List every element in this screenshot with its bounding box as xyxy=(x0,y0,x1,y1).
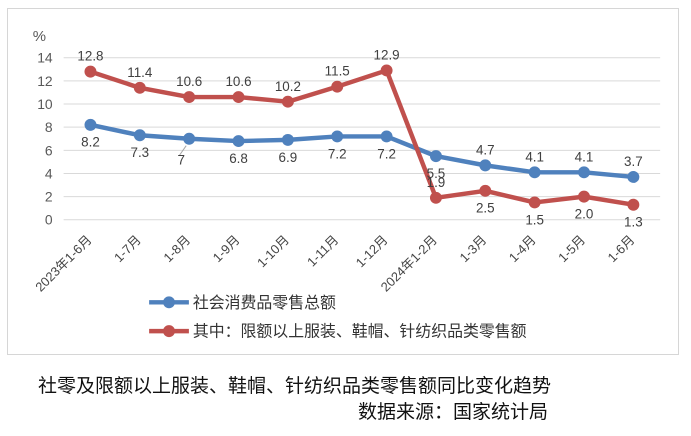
chart-caption: 社零及限额以上服装、鞋帽、针纺织品类零售额同比变化趋势 xyxy=(38,376,552,397)
data-point xyxy=(281,133,294,146)
data-point xyxy=(627,198,640,211)
data-point xyxy=(380,130,393,143)
y-axis-unit-label: % xyxy=(33,29,46,45)
data-point xyxy=(578,166,590,179)
y-tick-label: 12 xyxy=(37,73,53,89)
data-label: 4.1 xyxy=(575,149,594,164)
series-line-1 xyxy=(88,68,636,207)
y-tick-label: 14 xyxy=(37,50,53,66)
line-chart-container: 0 2 4 6 8 10 12 14% 2023年1-6月 1-7月 1-8月 1-9月 1-10月 1-… xyxy=(7,8,679,355)
data-point xyxy=(183,91,196,104)
data-point xyxy=(133,129,146,142)
data-label: 7 xyxy=(177,153,184,168)
y-tick-label: 10 xyxy=(37,96,53,112)
y-tick-label: 6 xyxy=(45,142,53,158)
data-point xyxy=(627,170,640,183)
y-tick-label: 0 xyxy=(45,212,53,228)
y-tick-label: 4 xyxy=(45,165,53,181)
series-line-0 xyxy=(88,122,636,180)
data-point xyxy=(429,191,442,204)
x-category-label: 1-9月 xyxy=(210,232,243,265)
data-label: 10.6 xyxy=(225,74,251,89)
legend-marker-point xyxy=(163,325,175,338)
x-category-label: 1-5月 xyxy=(555,232,588,265)
data-label: 11.5 xyxy=(325,64,350,79)
x-category-label: 1-4月 xyxy=(506,232,539,265)
data-label: 10.6 xyxy=(176,74,202,89)
data-point xyxy=(380,64,393,77)
data-label: 12.9 xyxy=(374,48,400,63)
data-point xyxy=(331,130,344,143)
data-label: 3.7 xyxy=(624,154,643,169)
legend-label: 社会消费品零售总额 xyxy=(193,294,336,312)
data-label: 7.2 xyxy=(328,146,347,161)
data-point xyxy=(232,91,245,104)
data-point xyxy=(133,81,146,94)
data-label: 8.2 xyxy=(81,135,100,150)
data-point xyxy=(479,159,492,172)
x-category-label: 1-11月 xyxy=(304,232,341,269)
data-label: 11.4 xyxy=(127,65,153,80)
x-category-label: 2023年1-6月 xyxy=(32,232,94,294)
legend-marker-point xyxy=(163,296,175,309)
data-label: 4.7 xyxy=(476,142,495,157)
data-point xyxy=(528,166,541,179)
x-category-label: 1-7月 xyxy=(111,232,144,265)
y-tick-label: 2 xyxy=(45,189,53,205)
data-label: 2.0 xyxy=(575,206,594,221)
data-label: 6.9 xyxy=(279,150,298,165)
data-point xyxy=(479,184,492,197)
data-point xyxy=(331,80,344,93)
data-label: 1.3 xyxy=(624,215,643,230)
data-label: 1.9 xyxy=(427,175,446,190)
data-label: 2.5 xyxy=(476,201,495,216)
data-point xyxy=(84,118,97,131)
data-label: 6.8 xyxy=(229,151,248,166)
data-point xyxy=(281,95,294,108)
data-source: 数据来源：国家统计局 xyxy=(358,402,549,423)
x-category-label: 1-12月 xyxy=(353,232,391,270)
data-label: 1.5 xyxy=(525,212,544,227)
data-point xyxy=(232,135,245,148)
data-label: 4.1 xyxy=(525,149,544,164)
x-category-label: 1-3月 xyxy=(456,232,489,265)
line-chart: 0 2 4 6 8 10 12 14% 2023年1-6月 1-7月 1-8月 1-9月 1-10月 1-… xyxy=(32,29,661,341)
data-label: 7.2 xyxy=(377,146,396,161)
data-label: 12.8 xyxy=(77,49,103,64)
data-label: 5.5 xyxy=(427,166,446,181)
x-category-label: 1-10月 xyxy=(254,232,292,270)
data-point xyxy=(429,150,442,163)
y-tick-label: 8 xyxy=(45,119,53,135)
legend-label: 其中：限额以上服装、鞋帽、针纺织品类零售额 xyxy=(193,323,527,341)
data-point xyxy=(578,190,590,203)
data-label: 7.3 xyxy=(130,145,149,160)
x-category-label: 1-6月 xyxy=(605,232,638,265)
data-point xyxy=(528,196,541,209)
data-label: 10.2 xyxy=(275,79,301,94)
data-label-leader-line xyxy=(178,145,187,156)
x-category-label: 1-8月 xyxy=(160,232,193,265)
data-point xyxy=(84,65,97,78)
data-point xyxy=(183,132,196,145)
